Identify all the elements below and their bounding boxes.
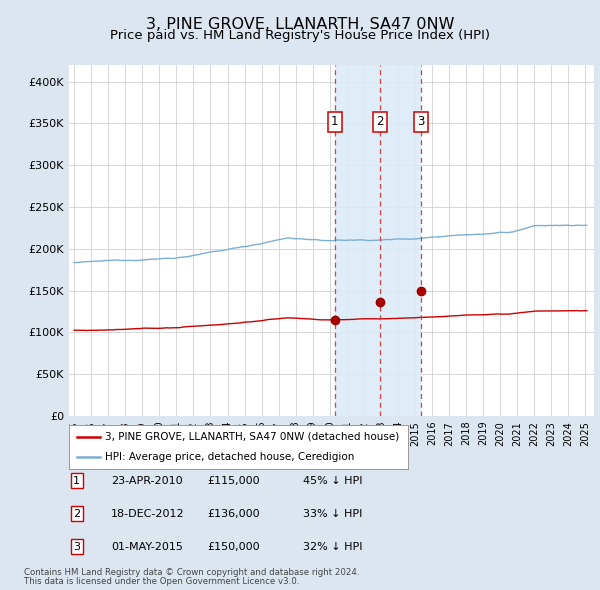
- Text: £115,000: £115,000: [207, 476, 260, 486]
- Text: 45% ↓ HPI: 45% ↓ HPI: [303, 476, 362, 486]
- Text: 2: 2: [376, 115, 384, 128]
- Text: Contains HM Land Registry data © Crown copyright and database right 2024.: Contains HM Land Registry data © Crown c…: [24, 568, 359, 577]
- Text: HPI: Average price, detached house, Ceredigion: HPI: Average price, detached house, Cere…: [104, 452, 354, 462]
- Text: 32% ↓ HPI: 32% ↓ HPI: [303, 542, 362, 552]
- Text: 2: 2: [73, 509, 80, 519]
- Text: 3: 3: [417, 115, 424, 128]
- Text: £150,000: £150,000: [207, 542, 260, 552]
- Text: Price paid vs. HM Land Registry's House Price Index (HPI): Price paid vs. HM Land Registry's House …: [110, 30, 490, 42]
- Bar: [335, 65, 421, 416]
- Text: 01-MAY-2015: 01-MAY-2015: [111, 542, 183, 552]
- Text: 18-DEC-2012: 18-DEC-2012: [111, 509, 185, 519]
- Text: 33% ↓ HPI: 33% ↓ HPI: [303, 509, 362, 519]
- Text: 23-APR-2010: 23-APR-2010: [111, 476, 182, 486]
- Text: 3: 3: [73, 542, 80, 552]
- Text: This data is licensed under the Open Government Licence v3.0.: This data is licensed under the Open Gov…: [24, 577, 299, 586]
- Text: £136,000: £136,000: [207, 509, 260, 519]
- Text: 1: 1: [73, 476, 80, 486]
- Text: 3, PINE GROVE, LLANARTH, SA47 0NW (detached house): 3, PINE GROVE, LLANARTH, SA47 0NW (detac…: [104, 432, 399, 442]
- Text: 1: 1: [331, 115, 338, 128]
- Text: 3, PINE GROVE, LLANARTH, SA47 0NW: 3, PINE GROVE, LLANARTH, SA47 0NW: [146, 17, 454, 31]
